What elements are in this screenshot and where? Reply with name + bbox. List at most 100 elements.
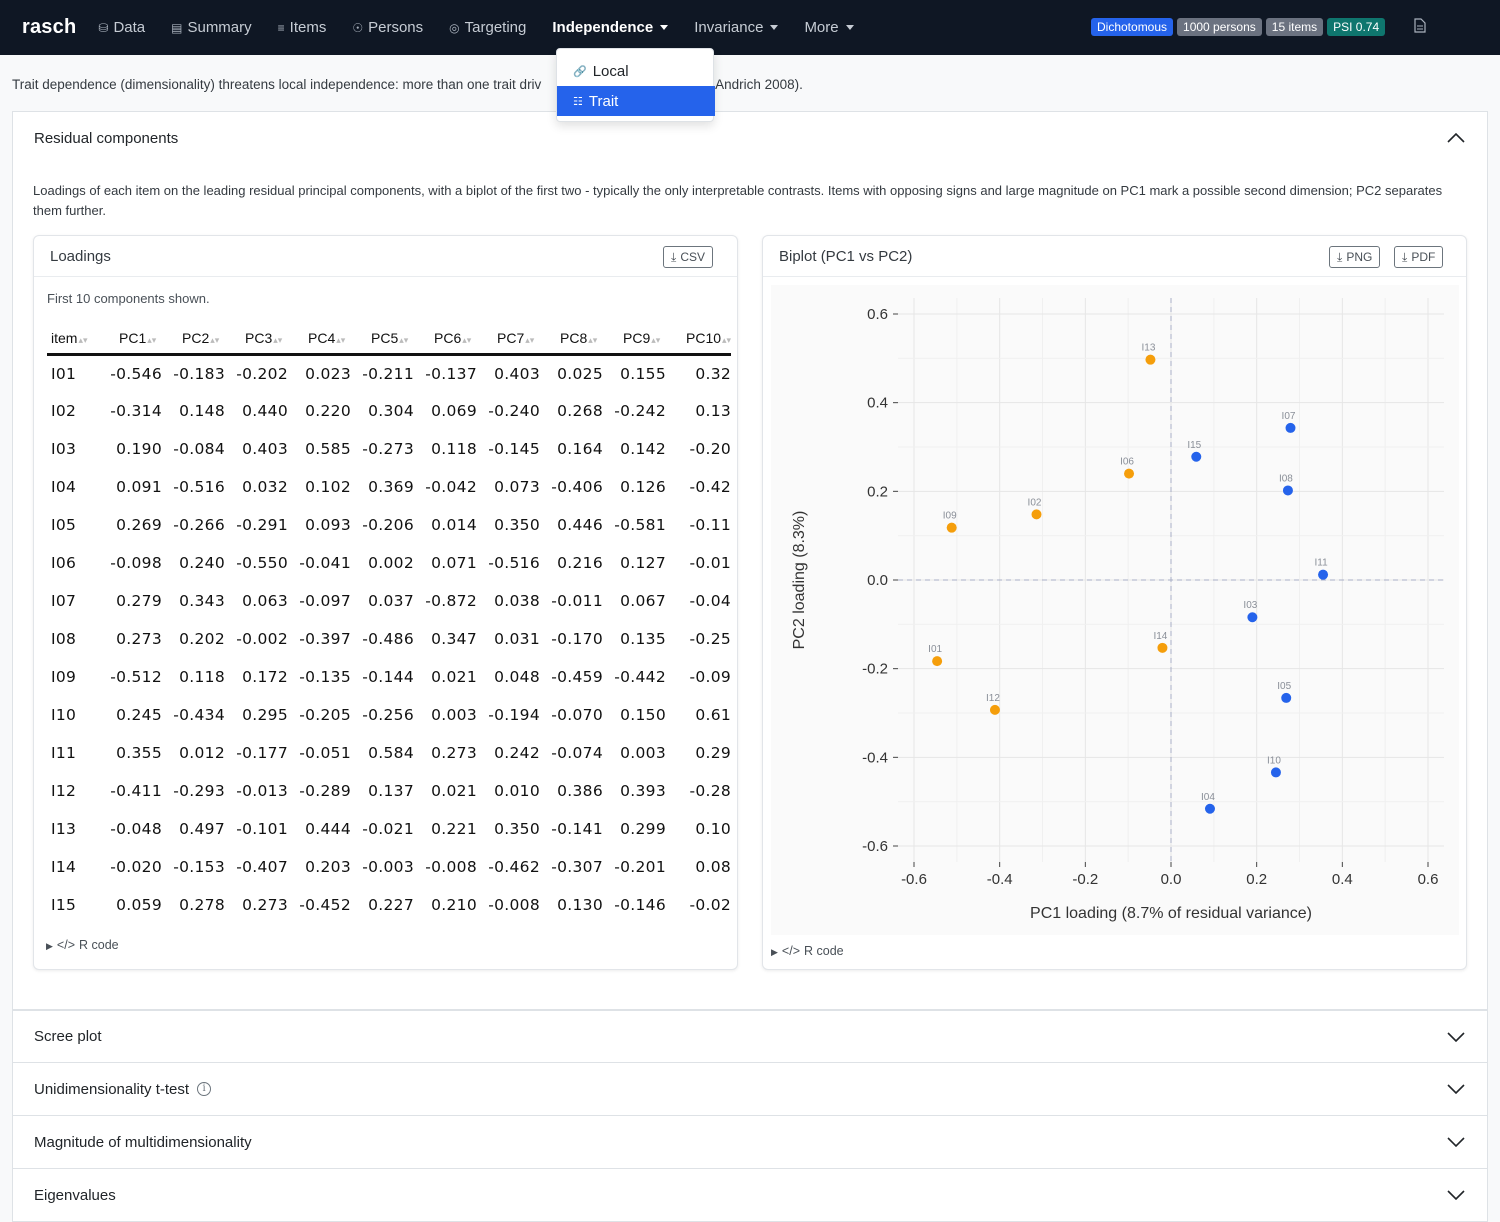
loading-cell: -0.205 <box>299 706 351 724</box>
loading-cell: 0.220 <box>305 402 351 420</box>
chevron-down-icon[interactable] <box>1447 1032 1465 1042</box>
loading-cell: 0.037 <box>368 592 414 610</box>
sort-icon[interactable]: ▴▾ <box>399 335 409 346</box>
point-label-i15: I15 <box>1187 440 1201 451</box>
loading-cell: -0.546 <box>110 364 162 383</box>
loading-cell: 0.440 <box>242 402 288 420</box>
nav-item-invariance[interactable]: Invariance <box>694 19 779 36</box>
loading-cell: -0.041 <box>299 554 351 572</box>
loading-cell: 0.073 <box>494 478 540 496</box>
loading-cell: 0.190 <box>116 440 162 458</box>
column-header-pc7[interactable]: PC7▴▾ <box>477 324 540 356</box>
brand-logo[interactable]: rasch <box>22 16 77 38</box>
point-i15 <box>1191 451 1202 462</box>
sort-icon[interactable]: ▴▾ <box>78 335 88 346</box>
loading-cell: -0.206 <box>362 516 414 534</box>
loading-cell: 0.444 <box>305 820 351 838</box>
status-badges: Dichotomous 1000 persons 15 items PSI 0.… <box>1091 18 1386 36</box>
loading-cell: 0.010 <box>494 782 540 800</box>
point-label-i09: I09 <box>943 511 957 522</box>
loading-cell: 0.278 <box>179 896 225 914</box>
sort-icon[interactable]: ▴▾ <box>210 335 220 346</box>
column-header-pc1[interactable]: PC1▴▾ <box>99 324 162 356</box>
column-header-pc8[interactable]: PC8▴▾ <box>540 324 603 356</box>
loading-cell: -0.002 <box>236 630 288 648</box>
badge-model: Dichotomous <box>1091 18 1174 36</box>
loading-cell: 0.021 <box>431 782 477 800</box>
loading-cell: 0.071 <box>431 554 477 572</box>
nav-item-label: Summary <box>187 19 252 36</box>
x-tick-label: 0.2 <box>1246 871 1267 888</box>
column-header-pc3[interactable]: PC3▴▾ <box>225 324 288 356</box>
loading-cell: 0.093 <box>305 516 351 534</box>
section-scree-plot[interactable]: Scree plot <box>12 1010 1488 1063</box>
nav-item-more[interactable]: More <box>804 19 854 36</box>
loading-cell: -0.177 <box>236 744 288 762</box>
column-header-pc4[interactable]: PC4▴▾ <box>288 324 351 356</box>
point-i04 <box>1204 803 1215 814</box>
loading-cell: 0.063 <box>242 592 288 610</box>
csv-download-button[interactable]: ⤓ CSV <box>663 246 713 268</box>
loading-cell: 0.295 <box>242 706 288 724</box>
item-cell: I05 <box>51 516 77 534</box>
loading-cell: -0.011 <box>551 592 603 610</box>
loading-cell: -0.240 <box>488 402 540 420</box>
dropdown-item-trait[interactable]: ☷ Trait <box>557 86 715 116</box>
column-header-pc5[interactable]: PC5▴▾ <box>351 324 414 356</box>
sort-icon[interactable]: ▴▾ <box>336 335 346 346</box>
sort-icon[interactable]: ▴▾ <box>722 335 732 346</box>
sort-icon[interactable]: ▴▾ <box>147 335 157 346</box>
nav-item-data[interactable]: ⛁ Data <box>98 19 145 36</box>
nav-item-summary[interactable]: ▤ Summary <box>171 19 252 36</box>
chevron-down-icon[interactable] <box>1447 1137 1465 1147</box>
loading-cell: -0.04 <box>689 592 732 610</box>
chevron-up-icon[interactable] <box>1447 133 1465 143</box>
nav-item-independence[interactable]: Independence <box>552 19 669 36</box>
dropdown-item-local[interactable]: 🔗 Local <box>557 56 715 86</box>
column-header-pc9[interactable]: PC9▴▾ <box>603 324 666 356</box>
residual-components-header[interactable]: Residual components <box>13 112 1487 164</box>
document-icon[interactable] <box>1414 18 1428 35</box>
column-header-pc6[interactable]: PC6▴▾ <box>414 324 477 356</box>
section-unidimensionality-t-test[interactable]: Unidimensionality t-test i <box>12 1063 1488 1116</box>
item-cell: I08 <box>51 630 77 648</box>
loading-cell: 0.350 <box>494 516 540 534</box>
nav-item-targeting[interactable]: ◎ Targeting <box>449 19 526 36</box>
info-icon[interactable]: i <box>197 1082 212 1096</box>
download-icon: ⤓ <box>1337 249 1343 264</box>
loading-cell: 0.126 <box>620 478 666 496</box>
loading-cell: 0.137 <box>368 782 414 800</box>
r-code-toggle[interactable]: ▶ </> R code <box>46 938 119 952</box>
sort-icon[interactable]: ▴▾ <box>273 335 283 346</box>
sort-icon[interactable]: ▴▾ <box>525 335 535 346</box>
section-title: Scree plot <box>34 1028 102 1045</box>
nav-item-persons[interactable]: ☉ Persons <box>352 19 423 36</box>
loading-cell: -0.09 <box>689 668 732 686</box>
column-header-pc10[interactable]: PC10▴▾ <box>666 324 732 356</box>
point-i02 <box>1031 509 1042 520</box>
dropdown-item-label: Trait <box>588 92 619 110</box>
loading-cell: 0.048 <box>494 668 540 686</box>
section-magnitude-of-multidimensionality[interactable]: Magnitude of multidimensionality <box>12 1116 1488 1169</box>
caret-down-icon <box>845 25 854 30</box>
sort-icon[interactable]: ▴▾ <box>588 335 598 346</box>
nav-item-items[interactable]: ≡ Items <box>278 19 327 36</box>
chevron-down-icon[interactable] <box>1447 1190 1465 1200</box>
loading-cell: -0.11 <box>689 516 732 534</box>
table-row: I01 -0.546 -0.183 -0.202 0.023 -0.211 -0.137 0.… <box>47 354 731 392</box>
loading-cell: -0.486 <box>362 630 414 648</box>
x-tick-label: 0.6 <box>1418 871 1439 888</box>
chevron-down-icon[interactable] <box>1447 1084 1465 1094</box>
link-icon: 🔗 <box>573 65 587 78</box>
sort-icon[interactable]: ▴▾ <box>462 335 472 346</box>
loading-cell: -0.550 <box>236 554 288 572</box>
column-header-pc2[interactable]: PC2▴▾ <box>162 324 225 356</box>
loading-cell: 0.393 <box>620 782 666 800</box>
png-download-button[interactable]: ⤓ PNG <box>1329 246 1381 268</box>
sort-icon[interactable]: ▴▾ <box>651 335 661 346</box>
loading-cell: 0.279 <box>116 592 162 610</box>
pdf-download-button[interactable]: ⤓ PDF <box>1394 246 1444 268</box>
r-code-toggle[interactable]: ▶ </> R code <box>771 944 844 958</box>
column-header-item[interactable]: item▴▾ <box>47 324 99 356</box>
section-eigenvalues[interactable]: Eigenvalues <box>12 1169 1488 1222</box>
